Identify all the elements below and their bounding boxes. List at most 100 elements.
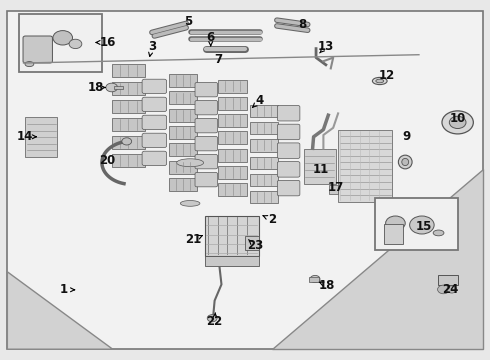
Bar xyxy=(169,109,197,122)
Text: 14: 14 xyxy=(16,130,33,143)
Circle shape xyxy=(53,31,73,45)
FancyBboxPatch shape xyxy=(195,82,218,97)
Text: 20: 20 xyxy=(98,154,115,167)
FancyBboxPatch shape xyxy=(142,151,167,166)
Bar xyxy=(169,126,197,139)
Bar xyxy=(169,178,197,191)
Circle shape xyxy=(386,216,405,230)
Text: 4: 4 xyxy=(256,94,264,107)
Ellipse shape xyxy=(25,62,34,67)
Circle shape xyxy=(122,138,132,145)
Bar xyxy=(218,149,247,162)
FancyBboxPatch shape xyxy=(142,79,167,94)
FancyBboxPatch shape xyxy=(195,100,218,115)
Bar xyxy=(112,136,145,149)
Text: 18: 18 xyxy=(87,81,104,94)
Text: 5: 5 xyxy=(185,15,193,28)
Bar xyxy=(112,82,145,95)
Bar xyxy=(250,105,278,117)
Text: 21: 21 xyxy=(185,233,202,246)
Text: 17: 17 xyxy=(327,181,344,194)
Bar xyxy=(169,143,197,156)
Bar xyxy=(112,154,145,167)
Ellipse shape xyxy=(177,159,204,167)
Circle shape xyxy=(310,275,320,283)
FancyBboxPatch shape xyxy=(23,36,52,63)
FancyBboxPatch shape xyxy=(277,143,300,158)
Bar xyxy=(250,174,278,186)
Bar xyxy=(205,256,259,266)
Text: 13: 13 xyxy=(318,40,334,53)
Text: 3: 3 xyxy=(148,40,156,53)
FancyBboxPatch shape xyxy=(277,162,300,177)
Bar xyxy=(112,100,145,113)
Polygon shape xyxy=(7,272,113,349)
Bar xyxy=(205,216,259,256)
Text: 7: 7 xyxy=(214,53,222,66)
FancyBboxPatch shape xyxy=(277,180,300,196)
Text: 9: 9 xyxy=(403,130,411,143)
FancyBboxPatch shape xyxy=(195,172,218,187)
Bar xyxy=(169,91,197,104)
Bar xyxy=(218,131,247,144)
Bar xyxy=(438,275,458,285)
Bar xyxy=(218,166,247,179)
Circle shape xyxy=(438,285,449,294)
Bar xyxy=(218,183,247,196)
Bar xyxy=(218,114,247,127)
Text: 8: 8 xyxy=(299,18,307,31)
Ellipse shape xyxy=(372,77,387,85)
Bar xyxy=(112,118,145,131)
Text: 1: 1 xyxy=(60,283,68,296)
Circle shape xyxy=(449,116,466,129)
Bar xyxy=(329,185,338,194)
Bar xyxy=(218,97,247,110)
Bar xyxy=(384,224,403,244)
Text: 2: 2 xyxy=(268,213,276,226)
Bar xyxy=(250,139,278,152)
Bar xyxy=(304,149,336,184)
Text: 10: 10 xyxy=(449,112,466,125)
Text: 11: 11 xyxy=(313,163,329,176)
Ellipse shape xyxy=(398,155,412,169)
Bar xyxy=(218,80,247,93)
FancyBboxPatch shape xyxy=(195,118,218,133)
Text: 24: 24 xyxy=(441,283,458,296)
Bar xyxy=(250,191,278,203)
Bar xyxy=(25,117,57,157)
Bar xyxy=(169,161,197,174)
Bar xyxy=(245,236,259,250)
Bar xyxy=(250,157,278,169)
Circle shape xyxy=(106,83,118,92)
Text: 15: 15 xyxy=(416,220,432,233)
FancyBboxPatch shape xyxy=(277,105,300,121)
Text: 18: 18 xyxy=(319,279,336,292)
Circle shape xyxy=(447,286,457,293)
Bar xyxy=(112,64,145,77)
Bar xyxy=(114,86,122,89)
Bar xyxy=(169,74,197,87)
Ellipse shape xyxy=(180,201,200,206)
Ellipse shape xyxy=(433,230,444,236)
FancyBboxPatch shape xyxy=(142,97,167,112)
FancyBboxPatch shape xyxy=(195,154,218,169)
Circle shape xyxy=(442,111,473,134)
Polygon shape xyxy=(272,169,483,349)
Bar xyxy=(338,130,392,202)
Bar xyxy=(19,14,102,72)
FancyBboxPatch shape xyxy=(195,136,218,151)
FancyBboxPatch shape xyxy=(277,124,300,140)
Bar xyxy=(375,198,458,250)
Circle shape xyxy=(207,315,217,322)
FancyBboxPatch shape xyxy=(142,133,167,148)
Text: 12: 12 xyxy=(379,69,395,82)
Circle shape xyxy=(410,216,434,234)
Ellipse shape xyxy=(402,158,409,166)
Circle shape xyxy=(69,39,82,49)
Bar xyxy=(309,277,319,282)
Bar xyxy=(250,122,278,134)
Ellipse shape xyxy=(376,79,384,83)
Text: 6: 6 xyxy=(207,31,215,44)
Text: 16: 16 xyxy=(99,36,116,49)
Text: 23: 23 xyxy=(246,239,263,252)
